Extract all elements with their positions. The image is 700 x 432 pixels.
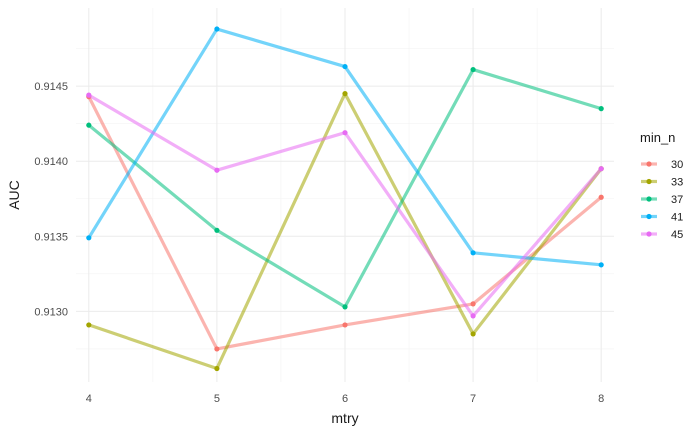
y-tick-label: 0.9135: [34, 231, 68, 243]
series-37: [86, 66, 604, 310]
data-point: [598, 194, 604, 200]
data-point: [214, 346, 220, 352]
legend-item: 41: [641, 212, 683, 224]
x-tick-label: 6: [342, 393, 348, 405]
legend-key-point: [646, 231, 652, 237]
legend-title: min_n: [640, 130, 675, 145]
legend-item: 30: [641, 159, 683, 171]
x-tick-label: 4: [86, 393, 92, 405]
y-tick-label: 0.9140: [34, 156, 68, 168]
data-point: [598, 106, 604, 112]
y-tick-label: 0.9145: [34, 81, 68, 93]
data-point: [470, 301, 476, 307]
legend-key-point: [646, 213, 652, 220]
data-point: [342, 130, 348, 136]
legend-label: 33: [671, 177, 683, 189]
legend-label: 30: [671, 159, 683, 171]
legend-key-point: [646, 178, 652, 185]
legend-label: 45: [671, 229, 683, 241]
x-tick-label: 5: [214, 393, 220, 405]
data-point: [214, 365, 220, 372]
data-point: [214, 26, 220, 32]
data-point: [598, 262, 604, 268]
data-point: [86, 122, 92, 128]
data-point: [470, 331, 476, 337]
legend-item: 45: [641, 229, 683, 241]
data-point: [342, 91, 348, 97]
legend-key-point: [646, 196, 652, 202]
data-point: [598, 166, 604, 172]
data-point: [342, 322, 348, 328]
data-point: [342, 304, 348, 310]
x-tick-label: 8: [598, 393, 604, 405]
y-tick-label: 0.9130: [34, 306, 68, 318]
legend-item: 33: [641, 177, 683, 189]
y-axis-title: AUC: [6, 180, 22, 210]
data-point: [214, 167, 220, 173]
series-41: [86, 26, 604, 268]
data-point: [470, 66, 476, 73]
data-point: [86, 322, 92, 328]
legend-label: 37: [671, 194, 683, 206]
data-point: [214, 227, 220, 233]
axes: 4 5 6 7 8 0.9130 0.9135 0.9140 0.9145: [34, 81, 604, 405]
x-tick-label: 7: [470, 393, 476, 405]
legend-label: 41: [671, 212, 683, 224]
legend: 30 33 37 41 45: [641, 159, 683, 241]
series-lines: [86, 26, 604, 372]
series-45: [86, 92, 604, 319]
data-point: [342, 63, 348, 70]
legend-item: 37: [641, 194, 683, 206]
x-axis-title: mtry: [331, 410, 358, 426]
data-point: [470, 313, 476, 319]
data-point: [470, 250, 476, 256]
data-point: [86, 235, 92, 241]
legend-key-point: [646, 161, 652, 167]
data-point: [86, 92, 92, 98]
